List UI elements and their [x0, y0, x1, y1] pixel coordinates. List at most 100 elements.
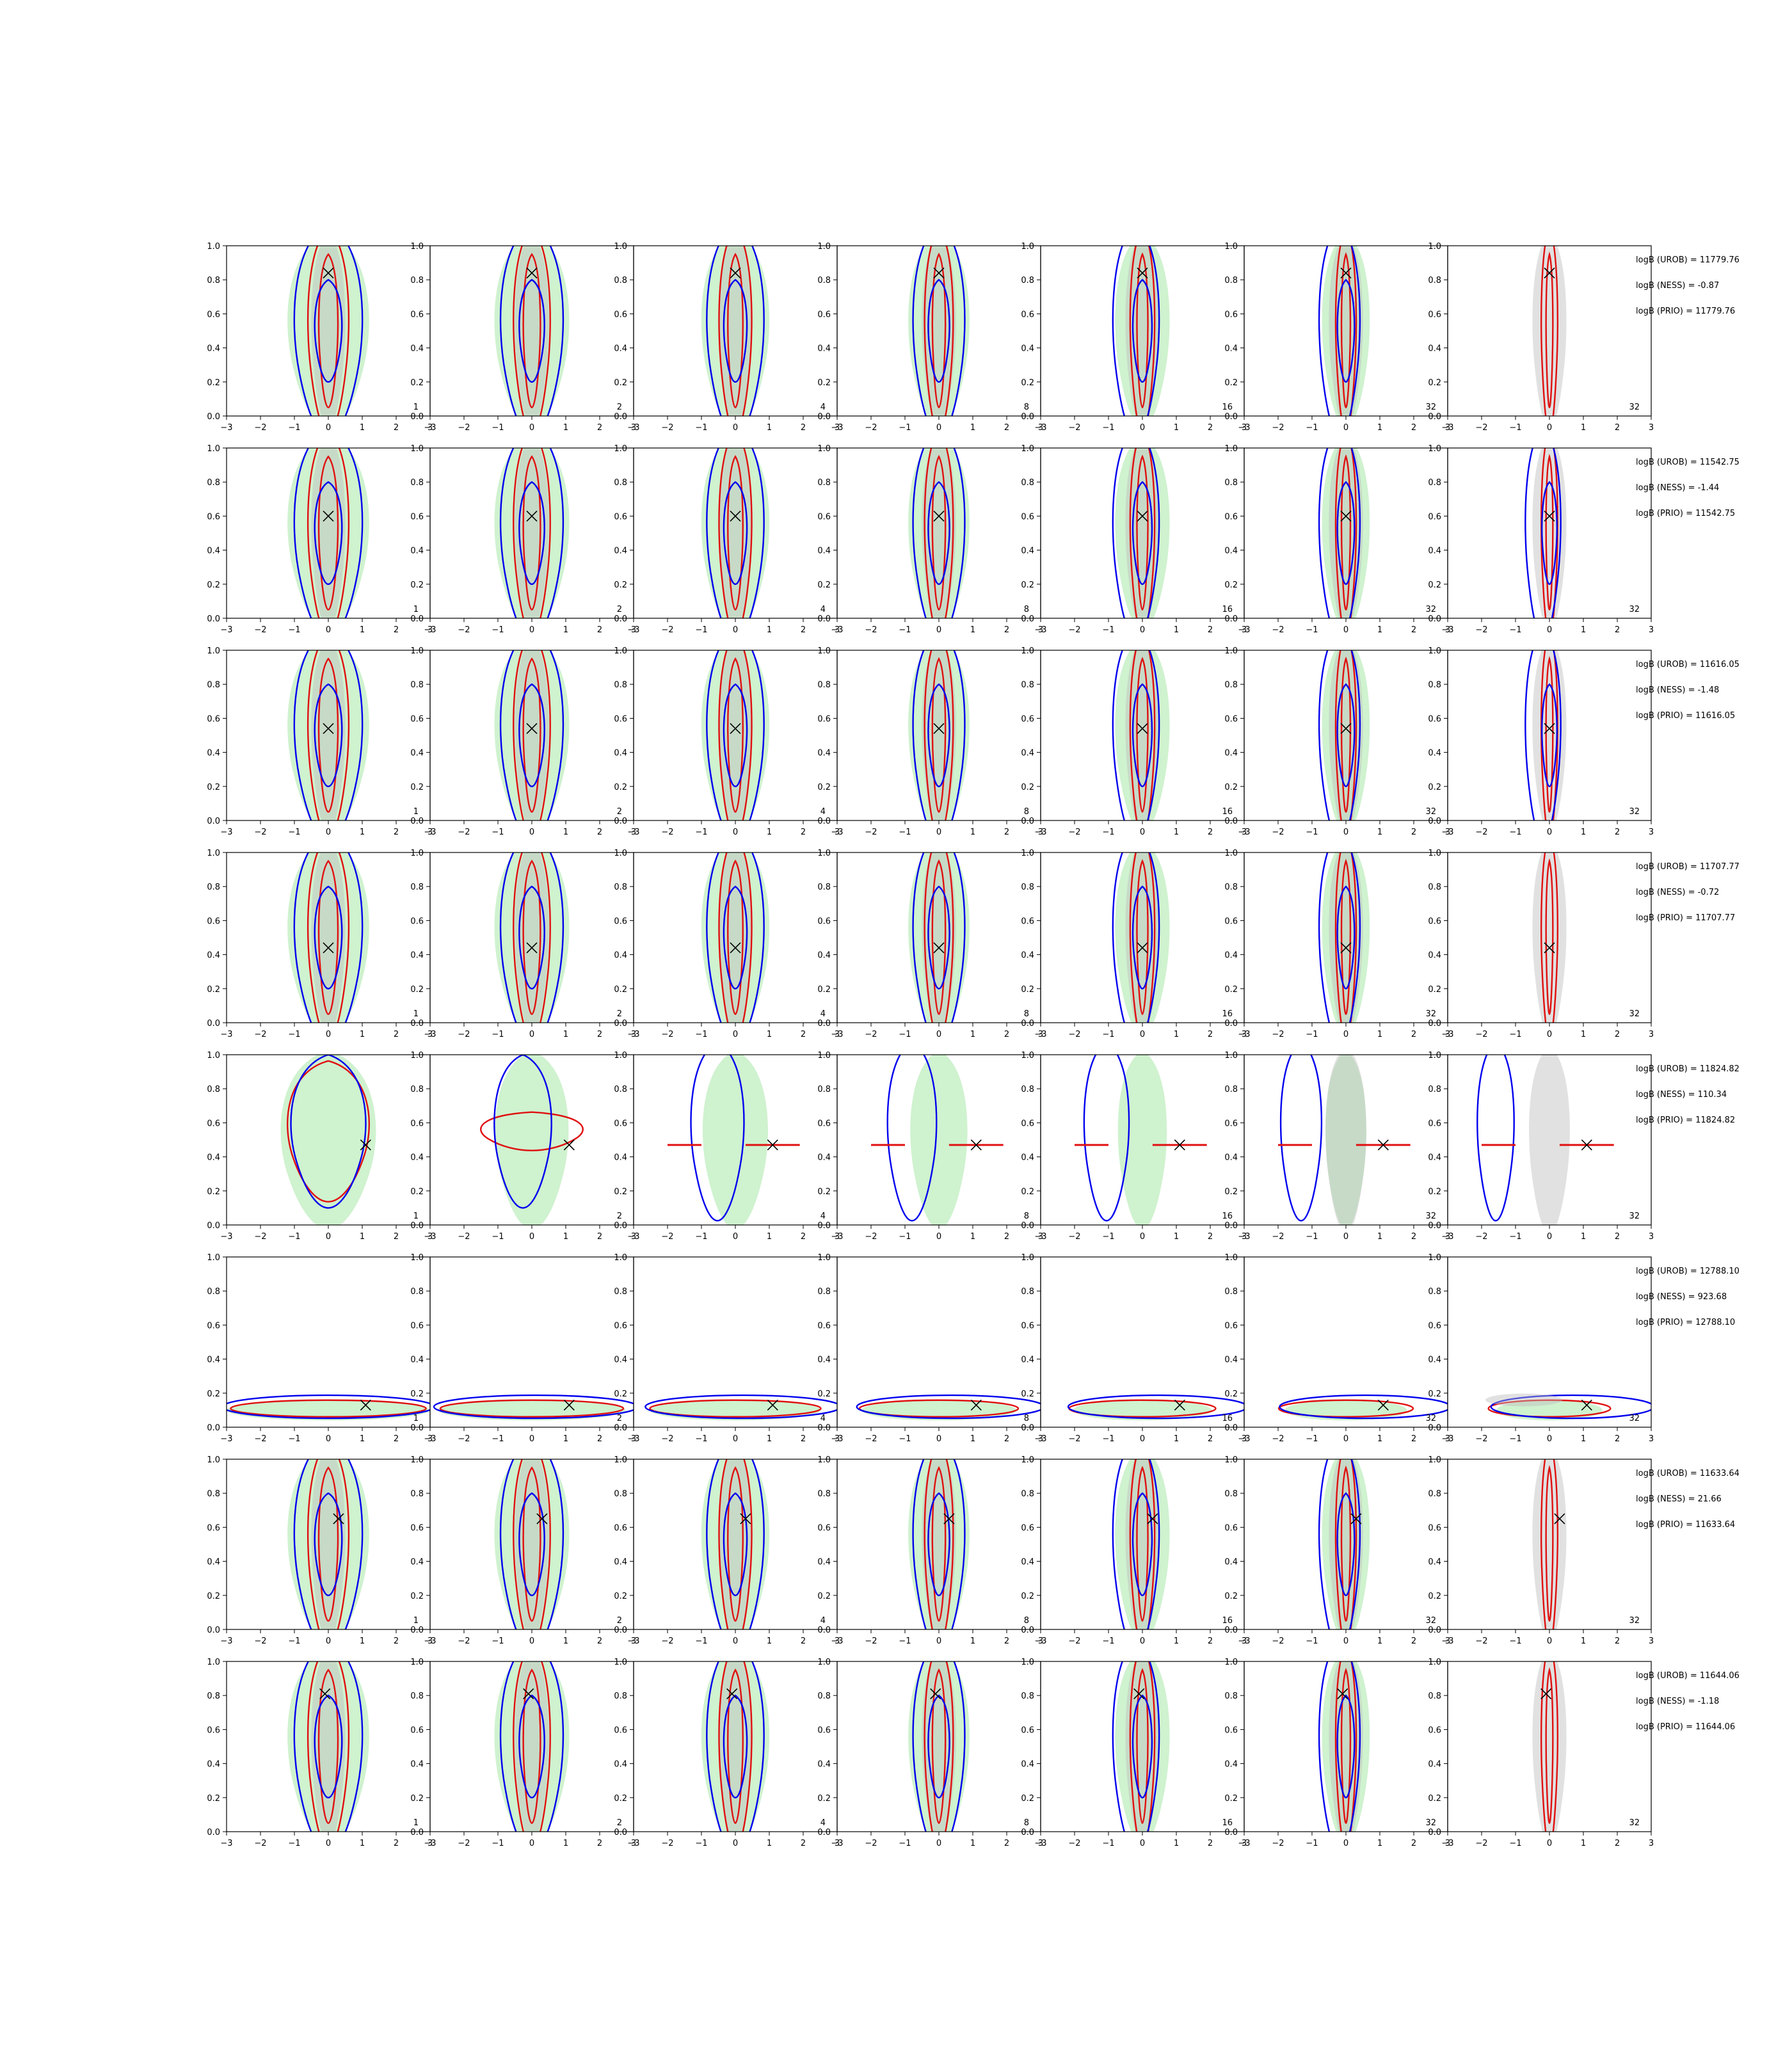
y-tick-label: 1.0: [1428, 1455, 1441, 1465]
x-tick-label: −2: [1068, 1434, 1080, 1444]
x-tick-label: 3: [428, 1434, 433, 1444]
x-tick-label: −2: [254, 1434, 266, 1444]
red-contour: [513, 852, 551, 1023]
x-tick-label: 0: [733, 1232, 738, 1242]
y-tick-label: 0.4: [410, 1558, 424, 1567]
x-tick-label: 1: [1581, 1636, 1586, 1646]
subplot-r7-c5: −3 −2 −1 0 1 2 3 0.0 0.2 0.4 0.6 0.8 1.0 16: [1021, 1455, 1247, 1646]
y-tick-label: 0.6: [1428, 1321, 1441, 1331]
blue-contour: [912, 1459, 966, 1629]
x-tick-label: −3: [1441, 1434, 1453, 1444]
panel-label: 32: [1425, 1009, 1436, 1019]
blue-contour: [706, 246, 765, 416]
x-tick-label: −1: [492, 1839, 504, 1848]
logb-text: logB (PRIO) = 11824.82: [1636, 1116, 1735, 1125]
blue-contour: [1490, 1394, 1651, 1420]
y-tick-label: 0.8: [1224, 883, 1238, 892]
red-contour: [317, 860, 339, 1015]
red-contour: [858, 1399, 1020, 1418]
y-tick-label: 0.6: [614, 916, 627, 926]
y-tick-label: 0.0: [1224, 1221, 1238, 1231]
x-tick-label: −3: [627, 1434, 639, 1444]
red-contour: [1487, 1399, 1612, 1418]
y-tick-label: 1.0: [614, 1253, 627, 1263]
y-tick-label: 0.6: [410, 1523, 424, 1533]
y-tick-label: 0.0: [207, 1626, 220, 1635]
y-tick-label: 0.8: [207, 680, 220, 690]
y-tick-label: 0.0: [1021, 1221, 1034, 1231]
x-tick-label: 1: [767, 1232, 772, 1242]
x-tick-label: 2: [1004, 1839, 1009, 1848]
logb-text: logB (PRIO) = 11707.77: [1636, 913, 1735, 923]
red-contour: [287, 1060, 370, 1203]
contour-layer: [1524, 650, 1567, 820]
x-tick-label: 0: [326, 423, 331, 433]
blue-contour: [1083, 1055, 1130, 1222]
x-tick-label: 1: [360, 1434, 365, 1444]
y-tick-label: 0.4: [1021, 749, 1034, 758]
y-tick-label: 0.2: [614, 1592, 627, 1601]
x-tick-label: −3: [220, 1434, 232, 1444]
x-tick-label: 1: [360, 828, 365, 837]
x-tick-label: 0: [529, 1636, 534, 1646]
x-tick-label: −2: [1068, 1232, 1080, 1242]
blue-contour: [499, 1459, 564, 1629]
y-tick-label: 0.8: [1428, 883, 1441, 892]
panel-label: 2: [617, 605, 622, 614]
blue-contour: [1318, 1459, 1361, 1629]
x-tick-label: −2: [1068, 423, 1080, 433]
x-tick-label: 1: [1174, 1232, 1179, 1242]
y-tick-label: 0.6: [1428, 714, 1441, 724]
x-tick-label: −1: [695, 1839, 707, 1848]
y-tick-label: 1.0: [614, 1658, 627, 1667]
y-tick-label: 0.2: [207, 1794, 220, 1804]
x-tick-label: −1: [695, 1434, 707, 1444]
y-tick-label: 0.0: [1224, 1423, 1238, 1433]
x-tick-label: 1: [1377, 1839, 1382, 1848]
x-tick-label: 2: [1208, 1636, 1213, 1646]
y-tick-label: 0.8: [614, 276, 627, 285]
x-tick-label: 0: [1343, 1434, 1348, 1444]
x-tick-label: 0: [936, 625, 941, 635]
blue-contour: [1336, 481, 1356, 586]
y-tick-label: 0.6: [1428, 916, 1441, 926]
y-tick-label: 0.2: [1224, 985, 1238, 995]
y-tick-label: 0.6: [207, 512, 220, 522]
y-tick-label: 0.0: [614, 614, 627, 624]
x-tick-label: 1: [1581, 1232, 1586, 1242]
x-tick-label: 1: [970, 423, 975, 433]
panel-label: 1: [413, 1212, 419, 1221]
y-tick-label: 0.0: [817, 1423, 831, 1433]
x-tick-label: −2: [458, 1839, 470, 1848]
y-tick-label: 0.4: [1224, 344, 1238, 354]
x-tick-label: 3: [1242, 1434, 1247, 1444]
red-contour: [480, 1111, 584, 1151]
y-tick-label: 1.0: [614, 444, 627, 454]
x-tick-label: −3: [424, 1434, 436, 1444]
x-tick-label: −1: [899, 828, 911, 837]
true-point-marker: [536, 1513, 548, 1524]
x-tick-label: −2: [661, 1839, 673, 1848]
blue-contour: [927, 683, 950, 788]
contour-layer: [668, 1055, 800, 1225]
y-tick-label: 0.6: [817, 1119, 831, 1128]
y-tick-label: 1.0: [1224, 1253, 1238, 1263]
y-tick-label: 1.0: [1224, 849, 1238, 858]
panel-label: 2: [617, 807, 622, 817]
red-contour: [1136, 1466, 1149, 1622]
y-tick-label: 0.2: [410, 1187, 424, 1197]
y-tick-label: 0.8: [207, 1085, 220, 1094]
x-tick-label: −3: [627, 1839, 639, 1848]
y-tick-label: 0.2: [1021, 580, 1034, 590]
x-tick-label: −3: [627, 1232, 639, 1242]
x-tick-label: 2: [1004, 828, 1009, 837]
y-tick-label: 0.6: [614, 1523, 627, 1533]
x-tick-label: −2: [254, 1839, 266, 1848]
x-tick-label: −2: [1475, 423, 1487, 433]
x-tick-label: −3: [1034, 625, 1046, 635]
y-tick-label: 0.2: [1428, 1187, 1441, 1197]
y-tick-label: 0.8: [1021, 1085, 1034, 1094]
x-tick-label: 1: [360, 1232, 365, 1242]
contour-layer: [494, 852, 570, 1023]
x-tick-label: 2: [597, 625, 602, 635]
